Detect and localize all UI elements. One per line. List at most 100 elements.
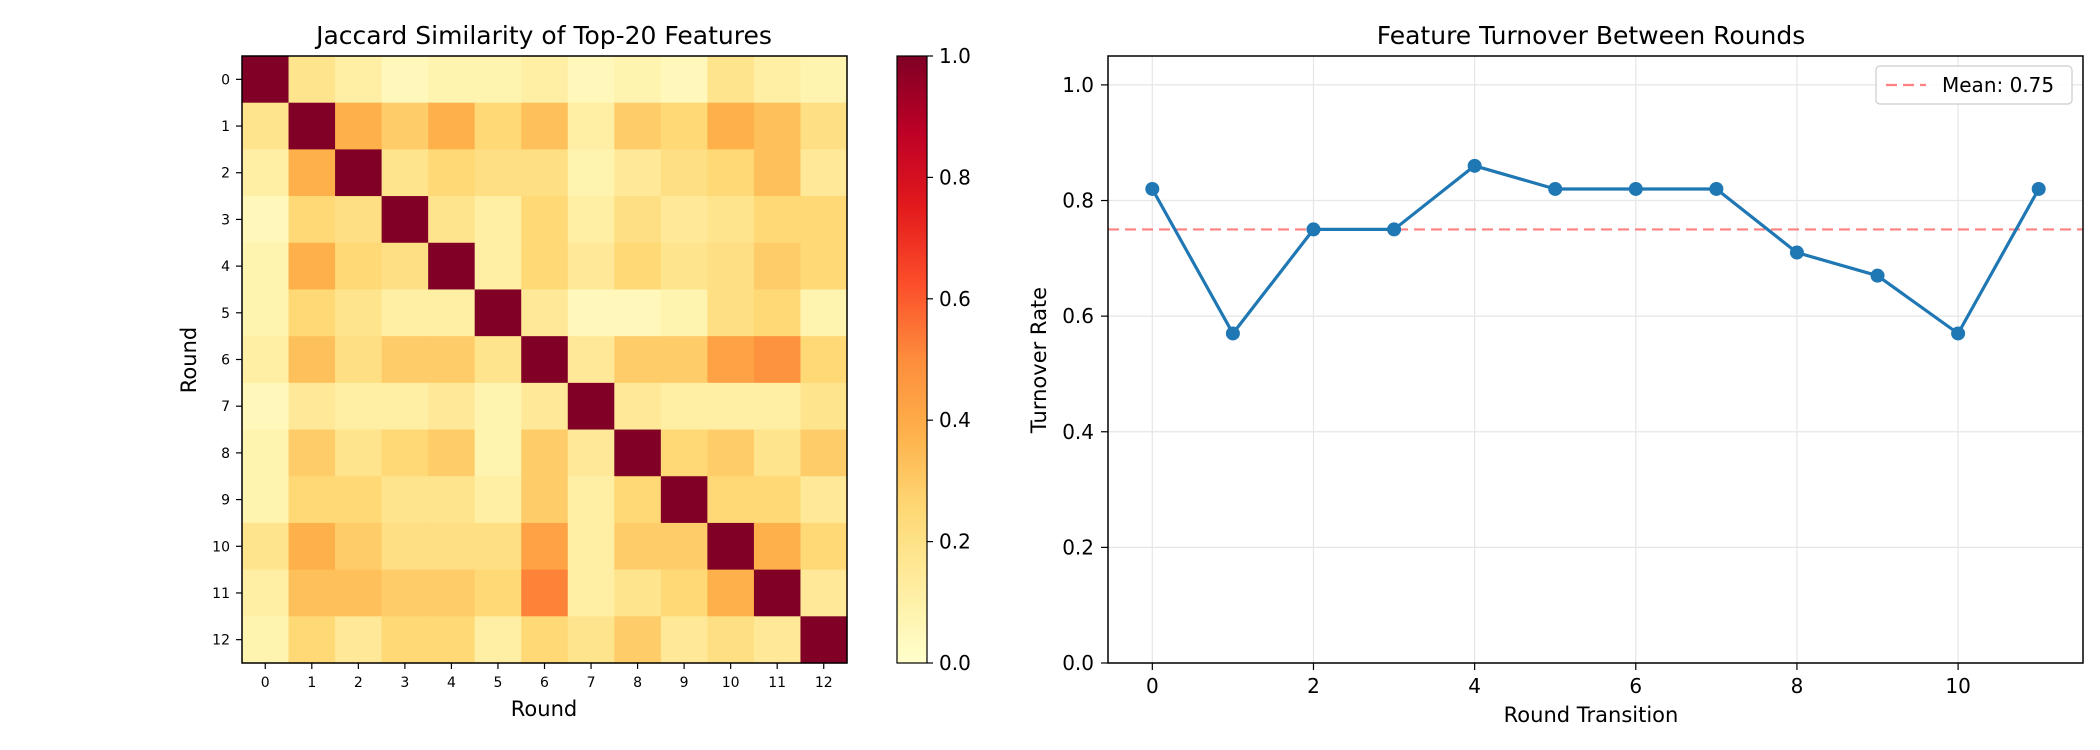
turnover-data-point: [1951, 326, 1966, 341]
heatmap-cell: [567, 196, 615, 244]
heatmap-cell: [381, 149, 429, 197]
heatmap-cell: [242, 56, 290, 104]
heatmap-cell: [567, 382, 615, 431]
heatmap-y-tick-label: 4: [221, 259, 230, 275]
legend: Mean: 0.75: [1875, 65, 2073, 105]
line-y-tick-label: 0.8: [1062, 189, 1094, 213]
heatmap-cell: [660, 522, 708, 571]
heatmap-cell: [381, 289, 429, 337]
heatmap-x-tick-label: 1: [307, 675, 316, 691]
turnover-data-point: [1709, 181, 1724, 196]
colorbar-tick-label: 0.6: [939, 287, 971, 311]
heatmap-cell: [288, 429, 336, 477]
heatmap-cell: [753, 616, 802, 664]
turnover-data-point: [1628, 181, 1643, 196]
heatmap-cell: [660, 289, 708, 337]
turnover-series-points: [1145, 158, 2046, 341]
heatmap-cell: [567, 56, 615, 104]
heatmap-cell: [707, 569, 755, 617]
heatmap-panel: Jaccard Similarity of Top-20 Features 0 1…: [177, 21, 848, 721]
heatmap-cell: [474, 382, 522, 431]
heatmap-cell: [335, 616, 383, 664]
turnover-data-point: [1789, 245, 1804, 260]
line-y-tick-label: 0.6: [1062, 304, 1094, 328]
heatmap-cell: [521, 382, 569, 431]
heatmap-x-tick-label: 3: [400, 675, 409, 691]
line-x-tick-label: 2: [1307, 674, 1320, 698]
heatmap-x-tick-label: 11: [768, 675, 786, 691]
heatmap-x-tick-label: 8: [633, 675, 642, 691]
heatmap-x-tick-label: 7: [587, 675, 596, 691]
heatmap-cell: [753, 242, 802, 291]
heatmap-cell: [567, 149, 615, 197]
heatmap-cell: [474, 289, 522, 337]
heatmap-cell: [660, 196, 708, 244]
heatmap-cell: [753, 429, 802, 477]
heatmap-cell: [614, 289, 662, 337]
heatmap-cell: [428, 289, 476, 337]
heatmap-cell: [567, 522, 615, 571]
heatmap-cell: [474, 102, 522, 150]
heatmap-cell: [242, 242, 290, 291]
heatmap-cell: [614, 149, 662, 197]
heatmap-cell: [288, 382, 336, 431]
heatmap-cell: [288, 616, 336, 664]
heatmap-cell: [428, 476, 476, 524]
heatmap-cell: [614, 196, 662, 244]
heatmap-cell: [753, 336, 802, 384]
heatmap-y-tick-label: 6: [221, 353, 230, 369]
heatmap-cell: [335, 149, 383, 197]
heatmap-cell: [567, 476, 615, 524]
turnover-data-point: [1467, 158, 1482, 173]
heatmap-cell: [660, 429, 708, 477]
colorbar-tick-label: 0.4: [939, 408, 971, 432]
heatmap-cell: [800, 289, 848, 337]
heatmap-cell: [242, 196, 290, 244]
heatmap-y-tick-label: 2: [221, 166, 230, 182]
heatmap-x-tick-label: 2: [354, 675, 363, 691]
heatmap-cell: [474, 242, 522, 291]
turnover-data-point: [1145, 181, 1160, 196]
heatmap-cell: [660, 242, 708, 291]
heatmap-y-tick-label: 10: [212, 539, 230, 555]
heatmap-cell: [335, 382, 383, 431]
heatmap-cell: [614, 242, 662, 291]
heatmap-cell: [567, 242, 615, 291]
heatmap-cell: [381, 522, 429, 571]
heatmap-x-axis-label: Round: [511, 697, 577, 721]
heatmap-cell: [660, 476, 708, 524]
colorbar-gradient: [896, 55, 928, 664]
line-x-tick-label: 6: [1629, 674, 1642, 698]
heatmap-cell: [521, 149, 569, 197]
heatmap-cell: [242, 522, 290, 571]
heatmap-cell: [474, 149, 522, 197]
colorbar-tick-label: 0.2: [939, 530, 971, 554]
heatmap-y-tick-label: 11: [212, 586, 230, 602]
heatmap-cell: [800, 522, 848, 571]
heatmap-cell: [242, 616, 290, 664]
heatmap-cell: [381, 429, 429, 477]
heatmap-cell: [288, 56, 336, 104]
heatmap-cell: [242, 569, 290, 617]
heatmap-cell: [800, 149, 848, 197]
heatmap-cell: [335, 476, 383, 524]
heatmap-cell: [567, 289, 615, 337]
heatmap-cell: [474, 476, 522, 524]
heatmap-cell: [521, 196, 569, 244]
heatmap-cell: [428, 382, 476, 431]
heatmap-cell: [242, 429, 290, 477]
legend-box: [1875, 65, 2073, 105]
line-y-tick-label: 1.0: [1062, 73, 1094, 97]
heatmap-cell: [707, 56, 755, 104]
heatmap-cell: [288, 336, 336, 384]
heatmap-x-tick-label: 10: [722, 675, 740, 691]
heatmap-cell: [800, 102, 848, 150]
heatmap-cell: [242, 289, 290, 337]
line-chart-title: Feature Turnover Between Rounds: [1377, 21, 1806, 50]
heatmap-cell: [800, 616, 848, 664]
heatmap-x-tick-label: 12: [815, 675, 833, 691]
line-y-tick-label: 0.2: [1062, 535, 1094, 559]
heatmap-x-tick-label: 9: [680, 675, 689, 691]
heatmap-cell: [660, 56, 708, 104]
